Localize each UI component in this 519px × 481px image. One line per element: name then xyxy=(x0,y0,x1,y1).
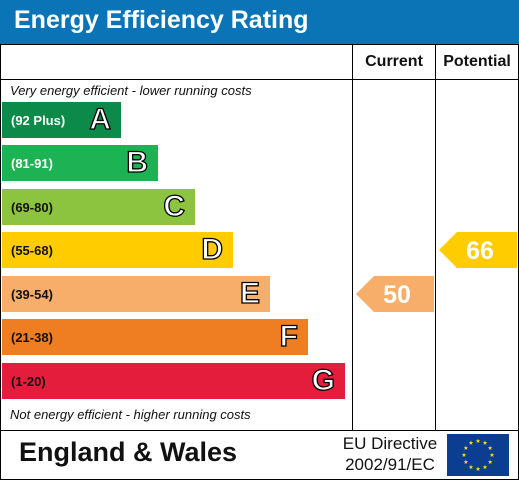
eu-star-icon xyxy=(475,466,481,471)
arrow-current-shape xyxy=(356,276,434,312)
directive-line-1: EU Directive xyxy=(342,434,438,453)
band-letter: A xyxy=(89,102,112,136)
eu-star-icon xyxy=(487,459,493,464)
eu-star-icon xyxy=(468,464,474,470)
note-efficient: Very energy efficient - lower running co… xyxy=(10,83,252,98)
band-letter: E xyxy=(239,276,260,310)
eu-star-icon xyxy=(482,440,488,445)
note-inefficient: Not energy efficient - higher running co… xyxy=(10,407,251,422)
eu-star-icon xyxy=(482,464,488,470)
band-b: (81-91) B xyxy=(2,145,158,181)
page-title: Energy Efficiency Rating xyxy=(14,6,309,34)
band-f: (21-38) F xyxy=(2,319,308,355)
band-range: (92 Plus) xyxy=(11,113,66,128)
band-range: (39-54) xyxy=(11,287,53,302)
eu-star-icon xyxy=(461,452,467,457)
band-d: (55-68) D xyxy=(2,232,233,268)
arrow-potential-shape xyxy=(439,232,517,268)
eu-stars xyxy=(461,438,495,471)
eu-star-icon xyxy=(489,452,495,457)
header-bar: Energy Efficiency Rating xyxy=(0,0,519,44)
band-range: (69-80) xyxy=(11,200,53,215)
eu-star-icon xyxy=(463,445,469,450)
band-range: (55-68) xyxy=(11,243,53,258)
potential-rating-value: 66 xyxy=(466,237,494,265)
band-c: (69-80) C xyxy=(2,189,195,225)
region-label: England & Wales xyxy=(19,437,238,467)
divider-current xyxy=(352,44,353,431)
directive-line-2: 2002/91/EC xyxy=(345,455,435,474)
band-letter: C xyxy=(163,189,186,223)
band-range: (81-91) xyxy=(11,156,53,171)
column-header-potential: Potential xyxy=(443,53,511,70)
band-letter: B xyxy=(126,145,149,179)
band-a: (92 Plus) A xyxy=(2,102,121,138)
eu-star-icon xyxy=(463,459,469,464)
band-g: (1-20) G xyxy=(2,363,345,399)
eu-star-icon xyxy=(468,440,474,445)
band-e: (39-54) E xyxy=(2,276,270,312)
eu-star-icon xyxy=(487,445,493,450)
footer-rule xyxy=(0,430,519,431)
current-rating-value: 50 xyxy=(383,281,411,309)
band-letter: G xyxy=(311,363,336,397)
divider-potential xyxy=(435,44,436,431)
column-header-rule xyxy=(0,79,519,80)
band-letter: D xyxy=(201,232,224,266)
band-letter: F xyxy=(279,319,299,353)
band-range: (21-38) xyxy=(11,330,53,345)
eu-flag-icon xyxy=(447,434,509,476)
eu-star-icon xyxy=(475,438,481,443)
band-range: (1-20) xyxy=(11,374,46,389)
column-header-current: Current xyxy=(365,53,423,70)
